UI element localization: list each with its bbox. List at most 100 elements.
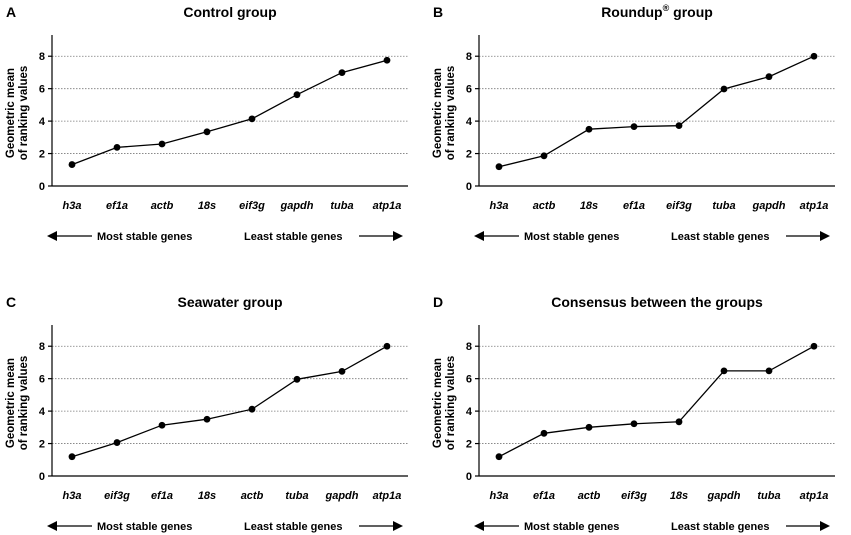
x-tick-label: gapdh xyxy=(752,200,786,212)
chart-title: Seawater group xyxy=(177,294,282,310)
data-point-18s xyxy=(585,125,593,133)
panel-a: A Control group Geometric meanof ranking v… xyxy=(5,4,408,243)
y-tick-label: 2 xyxy=(466,439,472,451)
y-tick-label: 2 xyxy=(39,149,45,161)
panel-c: C Seawater group Geometric meanof ranking … xyxy=(5,294,408,533)
data-point-tuba xyxy=(338,69,346,77)
x-tick-label: h3a xyxy=(63,490,82,502)
chart-title: Roundup® group xyxy=(601,3,713,20)
x-tick-label: 18s xyxy=(198,200,216,212)
most-stable-arrowhead xyxy=(474,231,484,241)
data-point-atp1a xyxy=(810,52,818,60)
x-tick-label: gapdh xyxy=(280,200,314,212)
data-point-atp1a xyxy=(383,342,391,350)
y-tick-label: 4 xyxy=(39,116,46,128)
least-stable-arrowhead xyxy=(820,231,830,241)
chart-title: Control group xyxy=(183,4,276,20)
x-tick-label: h3a xyxy=(63,200,82,212)
data-point-actb xyxy=(248,405,256,413)
y-tick-label: 0 xyxy=(39,471,45,483)
y-tick-label: 0 xyxy=(466,471,472,483)
most-stable-arrowhead xyxy=(47,231,57,241)
most-stable-label: Most stable genes xyxy=(97,521,192,533)
data-point-tuba xyxy=(765,367,773,375)
most-stable-label: Most stable genes xyxy=(97,231,192,243)
data-point-actb xyxy=(585,423,593,431)
x-tick-label: gapdh xyxy=(707,490,741,502)
series-line xyxy=(71,345,388,458)
most-stable-label: Most stable genes xyxy=(524,231,619,243)
x-tick-label: ef1a xyxy=(533,490,555,502)
data-point-eif3g xyxy=(630,420,638,428)
x-tick-label: atp1a xyxy=(800,200,829,212)
y-axis-label: Geometric meanof ranking values xyxy=(432,356,457,451)
data-point-eif3g xyxy=(248,115,256,123)
data-point-tuba xyxy=(720,85,728,93)
least-stable-arrowhead xyxy=(393,521,403,531)
least-stable-label: Least stable genes xyxy=(671,231,769,243)
x-tick-label: eif3g xyxy=(239,200,265,212)
data-point-atp1a xyxy=(810,342,818,350)
x-tick-label: h3a xyxy=(490,490,509,502)
y-tick-label: 6 xyxy=(466,374,472,386)
y-tick-label: 6 xyxy=(466,84,472,96)
chart-title: Consensus between the groups xyxy=(551,294,763,310)
y-tick-label: 6 xyxy=(39,84,45,96)
x-tick-label: tuba xyxy=(285,490,308,502)
x-tick-label: eif3g xyxy=(666,200,692,212)
y-tick-label: 8 xyxy=(466,51,472,63)
y-tick-label: 8 xyxy=(39,51,45,63)
x-tick-label: eif3g xyxy=(104,490,130,502)
x-tick-label: h3a xyxy=(490,200,509,212)
data-point-ef1a xyxy=(113,143,121,151)
y-tick-label: 4 xyxy=(466,406,473,418)
data-point-gapdh xyxy=(338,367,346,375)
data-point-eif3g xyxy=(113,439,121,446)
most-stable-arrowhead xyxy=(47,521,57,531)
x-tick-label: 18s xyxy=(670,490,688,502)
data-point-ef1a xyxy=(158,421,166,429)
x-tick-label: tuba xyxy=(712,200,735,212)
x-tick-label: tuba xyxy=(757,490,780,502)
y-tick-label: 0 xyxy=(39,181,45,193)
data-point-h3a xyxy=(68,453,76,461)
y-tick-label: 6 xyxy=(39,374,45,386)
x-tick-label: actb xyxy=(151,200,174,212)
x-tick-label: eif3g xyxy=(621,490,647,502)
data-point-18s xyxy=(203,128,211,136)
x-tick-label: atp1a xyxy=(800,490,829,502)
least-stable-arrowhead xyxy=(820,521,830,531)
data-point-18s xyxy=(675,418,683,426)
data-point-gapdh xyxy=(720,367,728,375)
panel-d: D Consensus between the groups Geometric m… xyxy=(432,294,835,533)
data-point-tuba xyxy=(293,375,301,383)
x-tick-label: ef1a xyxy=(151,490,173,502)
y-tick-label: 8 xyxy=(39,341,45,353)
data-point-ef1a xyxy=(540,429,548,437)
x-tick-label: ef1a xyxy=(106,200,128,212)
y-tick-label: 8 xyxy=(466,341,472,353)
y-tick-label: 4 xyxy=(39,406,46,418)
data-point-h3a xyxy=(495,453,503,461)
data-point-h3a xyxy=(68,161,76,168)
data-point-actb xyxy=(540,152,548,160)
least-stable-label: Least stable genes xyxy=(244,231,342,243)
y-axis-label: Geometric meanof ranking values xyxy=(5,66,30,161)
panel-letter: D xyxy=(433,294,443,310)
data-point-gapdh xyxy=(293,91,301,99)
x-tick-label: tuba xyxy=(330,200,353,212)
data-point-eif3g xyxy=(675,122,683,130)
panel-letter: C xyxy=(6,294,16,310)
data-point-actb xyxy=(158,140,166,148)
most-stable-arrowhead xyxy=(474,521,484,531)
panel-letter: B xyxy=(433,4,443,20)
x-tick-label: atp1a xyxy=(373,490,402,502)
x-tick-label: atp1a xyxy=(373,200,402,212)
panel-b: B Roundup® group Geometric meanof ranking … xyxy=(432,3,835,243)
least-stable-arrowhead xyxy=(393,231,403,241)
most-stable-label: Most stable genes xyxy=(524,521,619,533)
x-tick-label: ef1a xyxy=(623,200,645,212)
x-tick-label: actb xyxy=(241,490,264,502)
data-point-atp1a xyxy=(383,56,391,64)
